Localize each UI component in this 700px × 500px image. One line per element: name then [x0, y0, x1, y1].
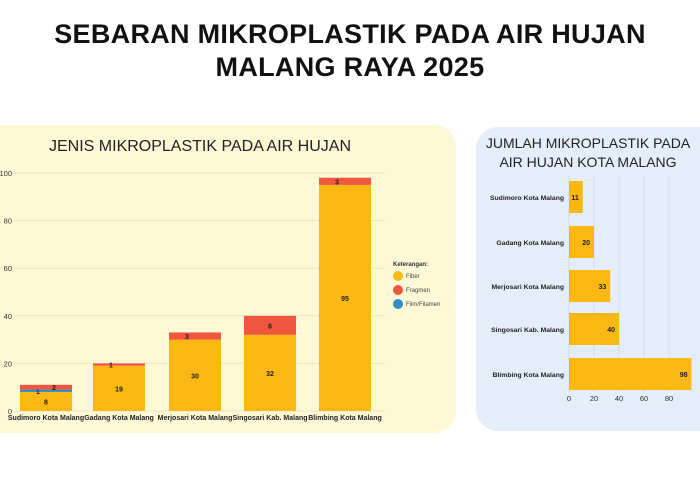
data-label: 8	[268, 323, 272, 330]
legend-title: Keterangan:	[393, 262, 428, 268]
x-tick-label: 0	[567, 394, 571, 403]
data-label: 11	[571, 195, 579, 202]
x-tick-label: Sudimoro Kota Malang	[8, 415, 84, 422]
x-tick-label: Merjosari Kota Malang	[158, 415, 233, 422]
bar-segment-fragmen	[93, 363, 145, 366]
y-tick-label: 100	[0, 169, 12, 178]
bar-segment-fragmen	[169, 332, 221, 340]
data-label: 95	[341, 296, 349, 303]
y-tick-label: 0	[8, 407, 12, 416]
y-tick-label: 20	[4, 359, 12, 368]
legend-label: Fiber	[406, 274, 420, 280]
data-label: 32	[266, 371, 274, 378]
hbar	[569, 181, 583, 213]
hbar	[569, 313, 619, 345]
legend-swatch	[393, 299, 403, 309]
bar-segment-fiber	[319, 184, 371, 411]
y-tick-label: Merjosari Kota Malang	[491, 284, 564, 291]
data-label: 1	[36, 389, 40, 396]
hbar	[569, 226, 594, 258]
data-label: 33	[598, 284, 606, 291]
y-tick-label: 40	[4, 312, 12, 321]
bar-segment-fiber	[93, 365, 145, 411]
data-label: 98	[680, 372, 688, 379]
bar-segment-fragmen	[20, 384, 72, 390]
x-tick-label: Singosari Kab. Malang	[232, 415, 307, 422]
hbar	[569, 270, 611, 302]
main-title-line2: MALANG RAYA 2025	[215, 52, 485, 82]
y-tick-label: 80	[4, 217, 12, 226]
x-tick-label: 60	[640, 394, 648, 403]
legend-swatch	[393, 271, 403, 281]
x-tick-label: 40	[615, 394, 623, 403]
bar-segment-fiber	[20, 391, 72, 411]
hbar	[569, 358, 692, 390]
data-label: 30	[191, 373, 199, 380]
x-tick-label: 80	[665, 394, 673, 403]
y-tick-label: Singosari Kab. Malang	[491, 327, 564, 334]
stacked-chart-title: JENIS MIKROPLASTIK PADA AIR HUJAN	[49, 138, 351, 155]
bar-segment-film-filamen	[20, 389, 72, 392]
x-tick-label: Blimbing Kota Malang	[308, 415, 382, 422]
data-label: 1	[109, 363, 113, 370]
y-tick-label: Blimbing Kota Malang	[493, 372, 564, 379]
data-label: 3	[335, 179, 339, 186]
legend-label: Fragmen	[406, 288, 430, 294]
data-label: 8	[44, 399, 48, 406]
bar-segment-fiber	[169, 339, 221, 411]
x-tick-label: 20	[590, 394, 598, 403]
bar-segment-fragmen	[244, 315, 296, 335]
y-tick-label: 60	[4, 264, 12, 273]
bar-segment-fragmen	[319, 177, 371, 185]
main-title-line1: SEBARAN MIKROPLASTIK PADA AIR HUJAN	[54, 19, 646, 49]
stacked-chart-panel	[0, 125, 456, 433]
data-label: 40	[607, 327, 615, 334]
data-label: 2	[52, 385, 56, 392]
legend-swatch	[393, 285, 403, 295]
y-tick-label: Sudimoro Kota Malang	[490, 195, 564, 202]
data-label: 20	[582, 240, 590, 247]
legend-label: Film/Filamen	[406, 302, 440, 308]
data-label: 3	[185, 334, 189, 341]
y-tick-label: Gadang Kota Malang	[496, 240, 564, 247]
horizontal-chart-title: JUMLAH MIKROPLASTIK PADA AIR HUJAN KOTA …	[485, 135, 691, 170]
x-tick-label: Gadang Kota Malang	[84, 415, 154, 422]
data-label: 19	[115, 386, 123, 393]
bar-segment-fiber	[244, 334, 296, 411]
